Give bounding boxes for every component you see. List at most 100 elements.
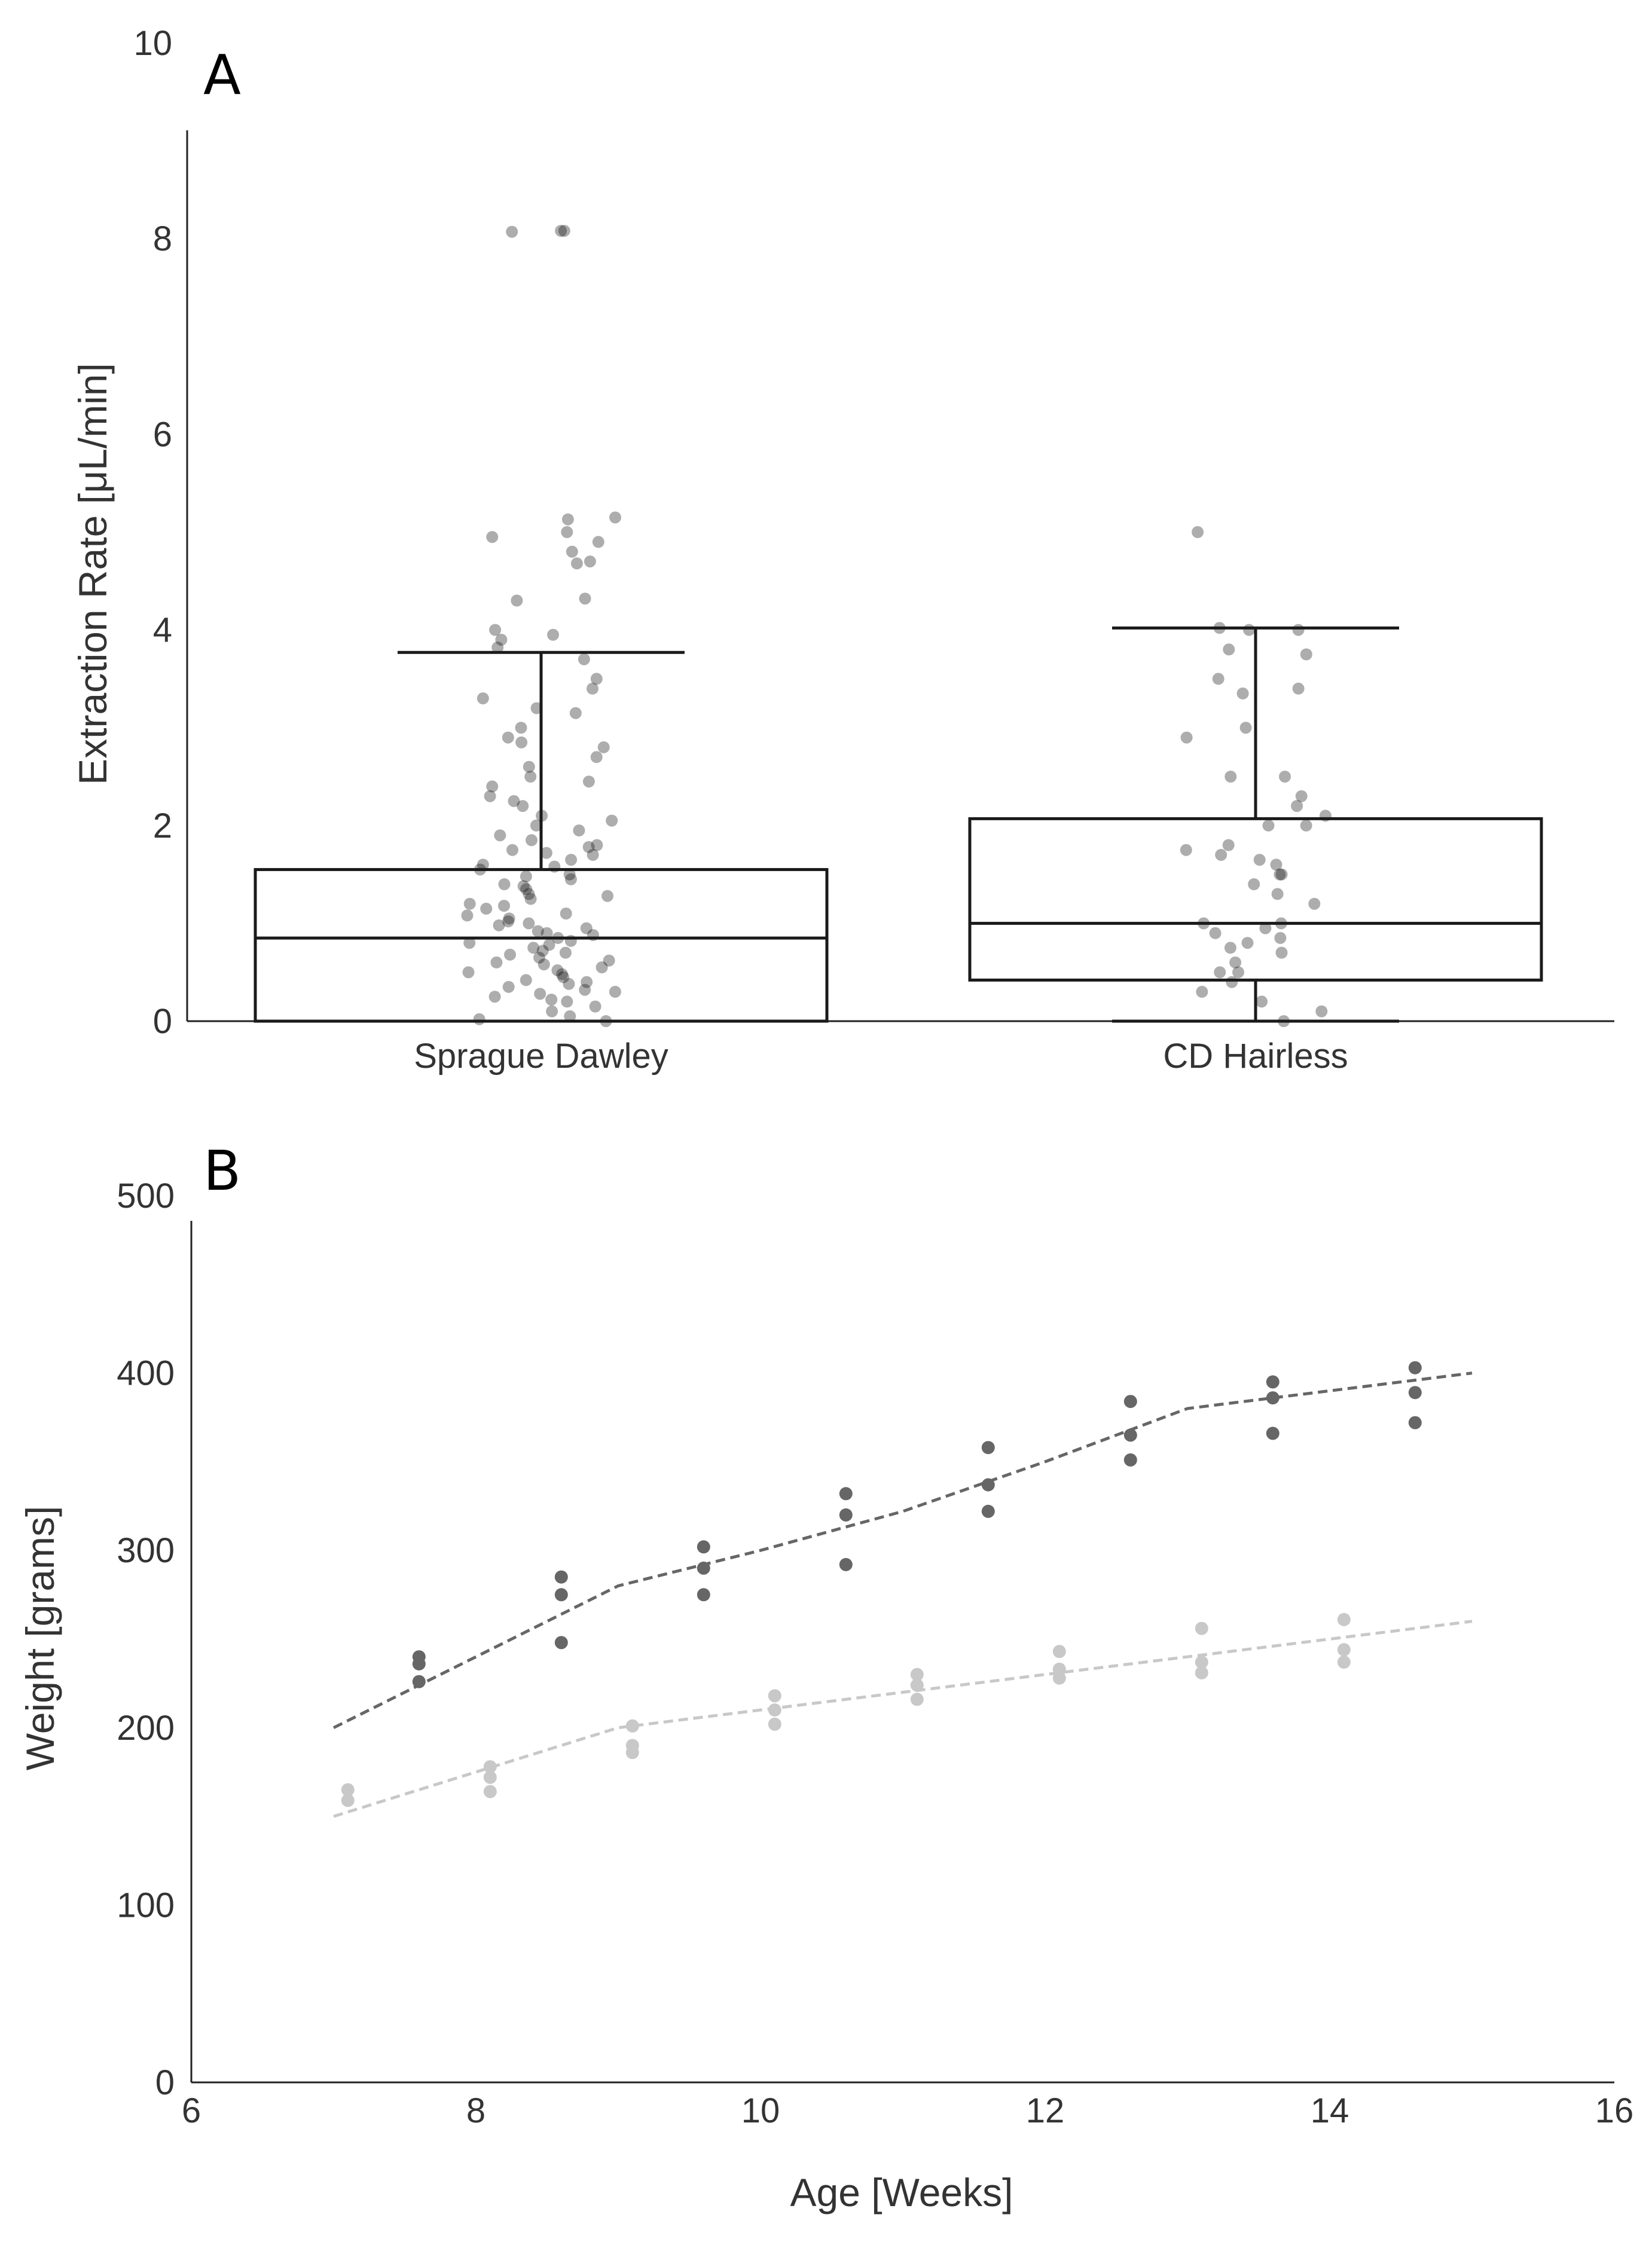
data-point (543, 939, 555, 951)
panel-b-lines (332, 1372, 1473, 1818)
data-point (555, 225, 567, 237)
data-point (526, 834, 538, 847)
data-point (511, 594, 523, 607)
panel-a-y-tick-label: 10 (133, 24, 172, 63)
data-point (1196, 985, 1208, 998)
data-point-light (910, 1693, 924, 1706)
data-point (1274, 868, 1286, 881)
data-point (1243, 624, 1255, 636)
data-point (477, 859, 489, 871)
data-point (504, 948, 516, 961)
data-point (517, 800, 529, 813)
data-point-dark (1266, 1427, 1280, 1440)
data-point (580, 922, 593, 934)
data-point (1223, 643, 1235, 656)
data-point-light (768, 1717, 781, 1731)
data-point (589, 1000, 601, 1013)
data-point (1256, 995, 1268, 1008)
data-point-light (910, 1667, 924, 1681)
panel-a-boxes (254, 626, 1543, 1023)
data-point (563, 978, 575, 990)
data-point-light (483, 1785, 497, 1798)
data-point (603, 954, 615, 967)
data-point (498, 900, 510, 912)
data-point-dark (554, 1570, 568, 1584)
data-point (491, 642, 504, 653)
data-point (486, 780, 499, 793)
data-point-dark (981, 1478, 995, 1492)
panel-b-x-ticks: 6 8 10 12 14 16 (182, 2091, 1633, 2130)
data-point-dark (1266, 1375, 1280, 1389)
data-point (579, 592, 591, 605)
data-point (573, 824, 585, 836)
data-point (582, 775, 595, 788)
data-point (1259, 922, 1272, 934)
data-point (587, 848, 599, 861)
data-point-light (625, 1719, 639, 1733)
panel-b: B Weight [grams] Age [Weeks] 0 100 200 3… (18, 1139, 1633, 2215)
data-point (533, 951, 545, 964)
data-point (484, 790, 496, 802)
data-point-light (1337, 1656, 1351, 1669)
panel-a-y-ticks: 0 2 4 6 8 10 (133, 24, 172, 1041)
data-point (569, 707, 582, 719)
panel-a-x-ticks: Sprague Dawley CD Hairless (414, 1037, 1348, 1076)
data-point-dark (839, 1557, 853, 1571)
panel-a-y-tick-label: 6 (153, 415, 172, 454)
panel-b-y-tick-label: 200 (117, 1709, 175, 1748)
data-point (517, 880, 530, 893)
data-point (591, 839, 603, 851)
data-point (1225, 771, 1237, 783)
data-point (560, 908, 572, 920)
data-point (551, 964, 564, 976)
data-point (1292, 624, 1305, 636)
panel-b-x-tick-label: 10 (741, 2091, 780, 2130)
data-point (462, 966, 475, 979)
data-point (556, 968, 568, 981)
data-point (1291, 800, 1303, 813)
panel-a-y-tick-label: 4 (153, 611, 172, 650)
panel-b-x-axis-label: Age [Weeks] (790, 2170, 1013, 2215)
panel-b-x-tick-label: 8 (466, 2091, 485, 2130)
data-point-dark (839, 1487, 853, 1501)
data-point (590, 751, 603, 763)
data-point-light (1195, 1621, 1208, 1635)
data-point (606, 814, 618, 827)
data-point-dark (1408, 1416, 1422, 1430)
data-point-light (1337, 1643, 1351, 1657)
panel-b-y-tick-label: 300 (117, 1531, 175, 1570)
data-point-light (483, 1770, 497, 1784)
data-point (566, 545, 578, 558)
data-point-light (768, 1689, 781, 1703)
data-point (1292, 682, 1305, 695)
data-point (506, 844, 518, 856)
data-point (582, 841, 595, 853)
panel-a-x-tick-label: Sprague Dawley (414, 1037, 668, 1076)
data-point (494, 829, 506, 842)
data-point (1239, 722, 1252, 734)
data-point-dark (981, 1504, 995, 1518)
data-point-dark (697, 1588, 710, 1602)
panel-a-points (461, 225, 1332, 1027)
data-point (1222, 839, 1235, 851)
panel-label-b: B (203, 1139, 241, 1203)
data-point (486, 531, 499, 543)
data-point (1253, 854, 1266, 866)
data-point (538, 958, 550, 971)
data-point (546, 1005, 558, 1018)
panel-b-x-tick-label: 12 (1026, 2091, 1065, 2130)
data-point (506, 225, 518, 238)
data-point (502, 915, 515, 928)
data-point (565, 854, 578, 866)
data-point (477, 692, 489, 705)
data-point-dark (981, 1441, 995, 1455)
data-point (540, 847, 552, 859)
data-point (581, 976, 593, 988)
data-point (597, 741, 610, 753)
data-point (473, 1013, 485, 1025)
data-point (561, 995, 573, 1008)
data-point-dark (554, 1588, 568, 1602)
series-line-light (333, 1620, 1473, 1818)
data-point-dark (412, 1675, 426, 1688)
